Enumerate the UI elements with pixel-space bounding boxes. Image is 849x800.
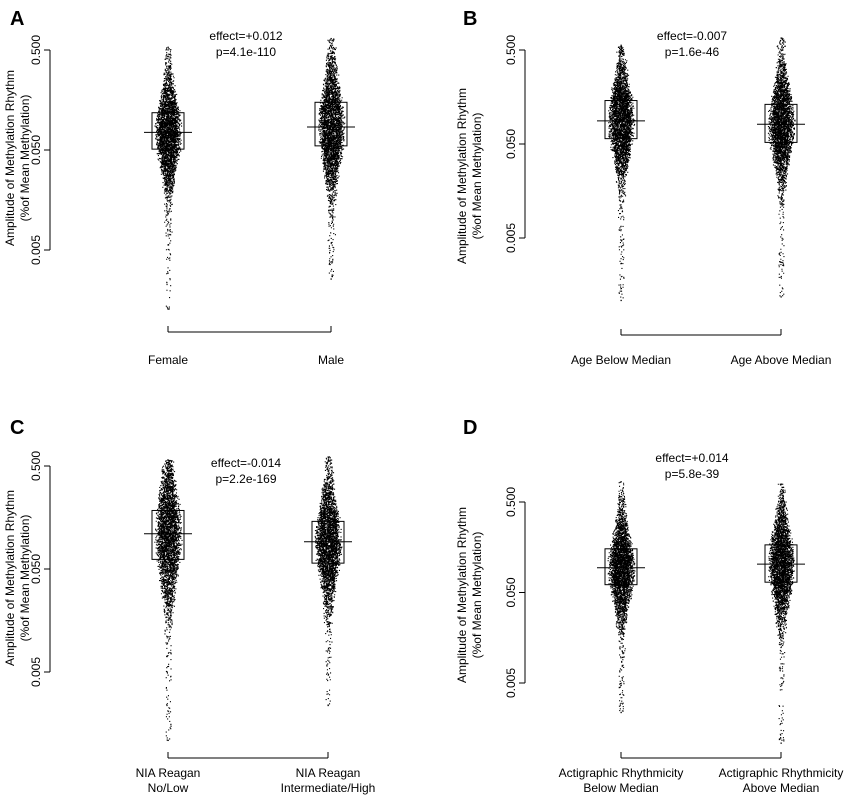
x-category-label: Below Median <box>583 781 658 795</box>
max-point <box>330 37 332 40</box>
x-category-label: Age Below Median <box>571 353 671 367</box>
iqr-box <box>151 509 185 560</box>
x-category-label: Intermediate/High <box>281 781 376 795</box>
y-tick-label: 0.050 <box>29 554 43 584</box>
panel-letter: D <box>463 417 477 439</box>
y-tick-label: 0.050 <box>504 577 518 607</box>
scatter-points <box>768 483 795 742</box>
effect-annotation: effect=-0.007 <box>657 29 727 43</box>
x-category-label: Age Above Median <box>731 353 832 367</box>
iqr-box <box>604 100 638 140</box>
min-point <box>167 308 169 310</box>
y-tick-label: 0.005 <box>504 668 518 698</box>
y-tick-label: 0.500 <box>504 35 518 65</box>
y-axis-title-line1: Amplitude of Methylation Rhythm <box>455 88 469 264</box>
x-category-label: NIA Reagan <box>136 766 201 780</box>
effect-annotation: effect=-0.014 <box>211 456 281 470</box>
x-category-label: No/Low <box>148 781 189 795</box>
max-point <box>167 459 169 461</box>
panel-a: A effect=+0.012 p=4.1e-110 Amplitude of … <box>3 8 355 367</box>
y-axis-title-line2: (%of Mean Methylation) <box>18 515 32 642</box>
min-point <box>330 278 332 280</box>
scatter-points <box>154 459 183 741</box>
panel-letter: C <box>10 417 24 439</box>
x-category-label: Female <box>148 353 188 367</box>
data-points <box>608 45 636 299</box>
plot-area: 0.005 0.050 0.500 Female Male <box>29 35 355 367</box>
min-point <box>620 711 622 714</box>
panel-letter: B <box>463 8 477 30</box>
max-point <box>167 46 169 48</box>
panel-b: B effect=-0.007 p=1.6e-46 Amplitude of M… <box>455 8 831 367</box>
y-tick-label: 0.500 <box>29 35 43 65</box>
effect-annotation: effect=+0.012 <box>209 29 283 43</box>
max-point <box>620 44 622 46</box>
y-axis-title-line1: Amplitude of Methylation Rhythm <box>455 507 469 683</box>
scatter-points <box>154 47 183 310</box>
data-points <box>154 47 183 310</box>
data-points <box>767 37 796 297</box>
iqr-box <box>764 544 798 583</box>
y-tick-label: 0.500 <box>504 487 518 517</box>
min-point <box>327 704 329 707</box>
data-points <box>314 456 343 706</box>
max-point <box>327 456 329 458</box>
p-value-annotation: p=5.8e-39 <box>665 467 720 481</box>
y-axis-title-line1: Amplitude of Methylation Rhythm <box>3 490 17 666</box>
min-point <box>167 739 169 742</box>
scatter-points <box>314 456 343 706</box>
max-point <box>620 481 622 483</box>
x-category-label: Above Median <box>743 781 820 795</box>
iqr-box <box>604 548 638 586</box>
y-tick-label: 0.005 <box>29 235 43 265</box>
scatter-points <box>318 38 346 278</box>
plot-area: 0.005 0.050 0.500 Age Below Median Age Above… <box>504 35 831 367</box>
x-category-label: Male <box>318 353 344 367</box>
y-axis-title-line2: (%of Mean Methylation) <box>18 95 32 222</box>
y-tick-label: 0.500 <box>29 451 43 481</box>
scatter-points <box>607 481 636 712</box>
max-point <box>780 37 782 39</box>
y-axis-title-line2: (%of Mean Methylation) <box>470 113 484 240</box>
p-value-annotation: p=2.2e-169 <box>215 472 276 486</box>
iqr-box <box>311 520 345 564</box>
min-point <box>780 742 782 744</box>
data-points <box>154 459 183 741</box>
panel-letter: A <box>10 8 24 30</box>
panel-d: D effect=+0.014 p=5.8e-39 Amplitude of M… <box>455 417 843 795</box>
x-category-label: NIA Reagan <box>296 766 361 780</box>
iqr-box <box>764 103 798 143</box>
data-points <box>768 483 795 742</box>
y-tick-label: 0.005 <box>29 657 43 687</box>
y-tick-label: 0.050 <box>29 135 43 165</box>
y-axis-title-line2: (%of Mean Methylation) <box>470 532 484 659</box>
y-tick-label: 0.050 <box>504 129 518 159</box>
p-value-annotation: p=4.1e-110 <box>216 45 276 59</box>
y-axis-title-line1: Amplitude of Methylation Rhythm <box>3 70 17 246</box>
max-point <box>780 483 782 485</box>
data-points <box>318 38 346 278</box>
data-points <box>607 481 636 712</box>
effect-annotation: effect=+0.014 <box>655 451 729 465</box>
y-tick-label: 0.005 <box>504 223 518 253</box>
scatter-points <box>767 37 796 297</box>
x-category-label: Actigraphic Rhythmicity <box>719 766 844 780</box>
p-value-annotation: p=1.6e-46 <box>665 45 720 59</box>
min-point <box>620 299 622 302</box>
x-category-label: Actigraphic Rhythmicity <box>559 766 684 780</box>
iqr-box <box>314 101 348 147</box>
min-point <box>780 296 782 298</box>
scatter-points <box>608 45 636 299</box>
panel-c: C effect=-0.014 p=2.2e-169 Amplitude of … <box>3 417 375 795</box>
iqr-box <box>151 112 185 150</box>
